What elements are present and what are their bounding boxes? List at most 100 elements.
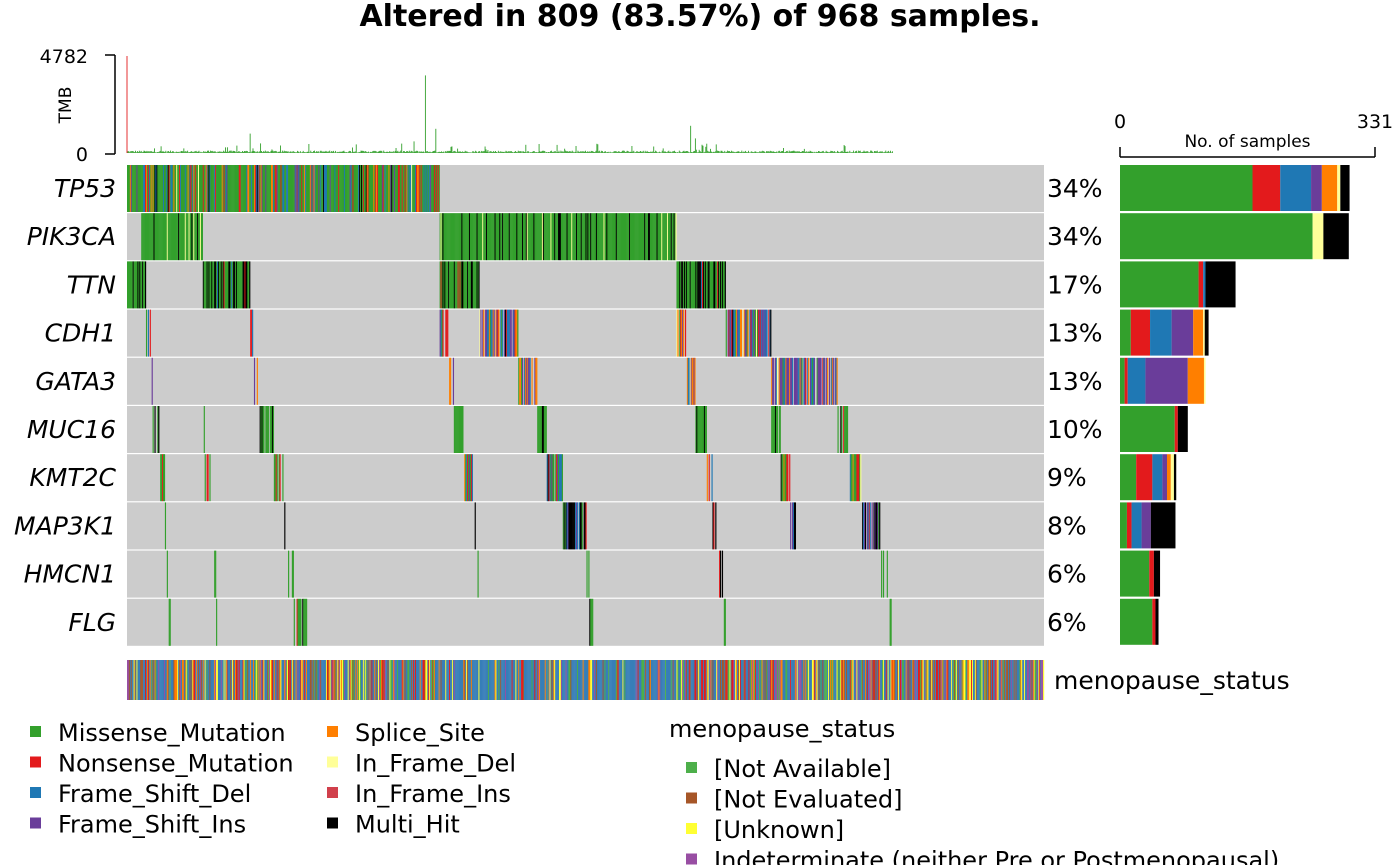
heatmap-cell (172, 165, 174, 212)
heatmap-cell (534, 357, 536, 405)
heatmap-cell (197, 213, 199, 261)
annotation-cell (165, 660, 167, 700)
heatmap-cell (284, 165, 286, 212)
heatmap-cell (427, 165, 429, 212)
heatmap-cell (706, 261, 708, 309)
heatmap-cell (195, 213, 197, 261)
heatmap-cell (289, 165, 292, 212)
annotation-cell (739, 660, 742, 700)
annotation-cell (559, 660, 562, 700)
heatmap-cell (589, 598, 591, 646)
annotation-cell (252, 660, 254, 700)
heatmap-cell (564, 213, 566, 261)
barplot-segment (1204, 309, 1209, 356)
annotation-cell (475, 660, 477, 700)
annotation-cell (806, 660, 808, 700)
heatmap-cell (787, 357, 789, 405)
annotation-cell (874, 660, 876, 700)
heatmap-cell (653, 213, 655, 261)
heatmap-cell (286, 165, 288, 212)
heatmap-cell (162, 454, 164, 502)
annotation-cell (662, 660, 664, 700)
annotation-legend-swatch (686, 823, 697, 834)
heatmap-cell (208, 261, 210, 309)
heatmap-cell (654, 213, 656, 261)
annotation-cell (272, 660, 275, 700)
annotation-cell (929, 660, 931, 700)
heatmap-cell (864, 502, 867, 550)
heatmap-cell (194, 165, 196, 212)
heatmap-cell (540, 406, 543, 453)
heatmap-cell (414, 165, 416, 212)
heatmap-cell (618, 213, 620, 261)
heatmap-cell (690, 261, 692, 309)
heatmap-cell (385, 165, 387, 212)
heatmap-cell (529, 357, 531, 405)
heatmap-cell (288, 550, 290, 598)
heatmap-cell (446, 213, 448, 261)
annotation-cell (944, 660, 946, 700)
heatmap-cell (338, 165, 340, 212)
heatmap-cell (137, 165, 139, 212)
heatmap-cell (576, 502, 579, 550)
heatmap-cell (192, 213, 194, 261)
annotation-cell (785, 660, 787, 700)
heatmap-cell (432, 165, 434, 212)
heatmap-cell (819, 357, 821, 405)
legend-swatch (327, 787, 338, 798)
heatmap-cell (611, 213, 613, 261)
heatmap-cell (600, 213, 602, 261)
annotation-cell (497, 660, 499, 700)
heatmap-cell (592, 598, 594, 646)
annotation-cell (451, 660, 454, 700)
annotation-cell (897, 660, 899, 700)
annotation-cell (767, 660, 769, 700)
heatmap-cell (226, 261, 228, 309)
heatmap-cell (771, 406, 773, 453)
heatmap-cell (719, 550, 721, 598)
annotation-cell (946, 660, 948, 700)
heatmap-cell (377, 165, 379, 212)
annotation-cell (891, 660, 893, 700)
annotation-cell (600, 660, 602, 700)
heatmap-cell (190, 213, 192, 261)
heatmap-cell (508, 309, 510, 357)
annotation-cell (883, 660, 886, 700)
legend-swatch (30, 787, 41, 798)
heatmap-cell (227, 165, 229, 212)
annotation-cell (321, 660, 323, 700)
heatmap-cell (720, 261, 723, 309)
heatmap-cell (370, 165, 372, 212)
annotation-cell (885, 660, 887, 700)
heatmap-cell (214, 261, 216, 309)
heatmap-cell (184, 213, 186, 261)
annotation-cell (1013, 660, 1015, 700)
heatmap-cell (691, 357, 693, 405)
heatmap-cell (465, 261, 467, 309)
heatmap-cell (335, 165, 337, 212)
annotation-cell (311, 660, 313, 700)
heatmap-cell (448, 213, 450, 261)
annotation-cell (511, 660, 513, 700)
annotation-cell (215, 660, 217, 700)
heatmap-cell (737, 309, 739, 357)
annotation-cell (211, 660, 213, 700)
heatmap-cell (166, 550, 168, 598)
heatmap-cell (141, 213, 143, 261)
annotation-cell (720, 660, 722, 700)
annotation-cell (942, 660, 944, 700)
heatmap-cell (442, 261, 444, 309)
annotation-cell (504, 660, 507, 700)
heatmap-cell (193, 213, 195, 261)
heatmap-cell (309, 165, 311, 212)
heatmap-cell (502, 213, 504, 261)
annotation-cell (225, 660, 227, 700)
heatmap-cell (509, 309, 511, 357)
heatmap-cell (341, 165, 343, 212)
annotation-cell (970, 660, 972, 700)
heatmap-cell (466, 454, 468, 502)
heatmap-cell (585, 502, 587, 550)
annotation-cell (341, 660, 343, 700)
heatmap-cell (620, 213, 622, 261)
heatmap-cell (318, 165, 320, 212)
